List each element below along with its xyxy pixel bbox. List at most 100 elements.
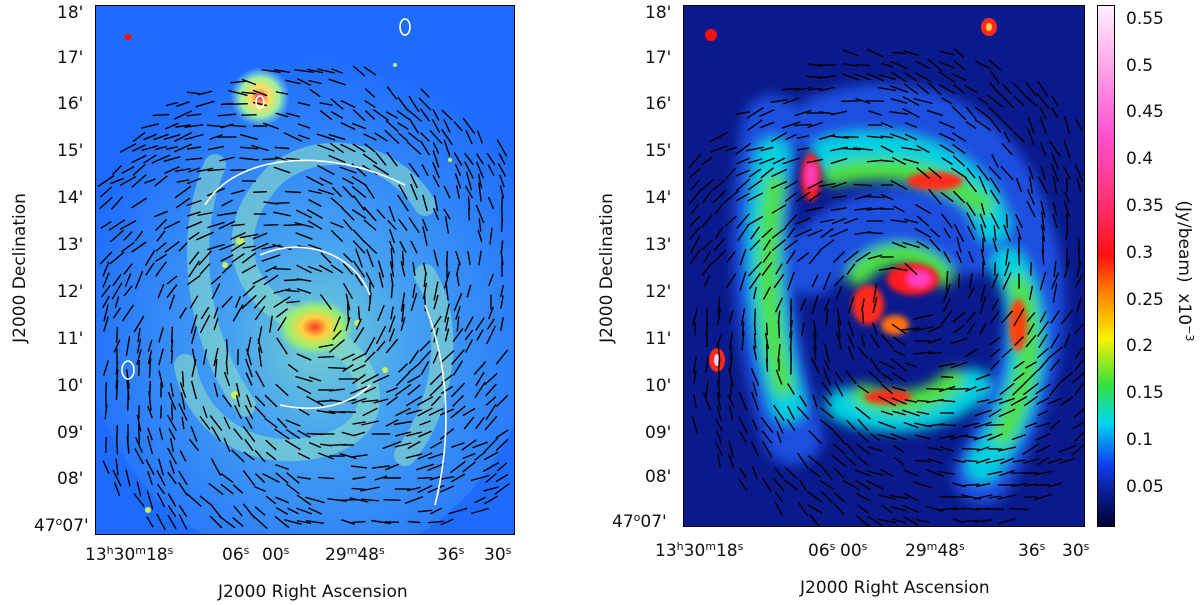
polarization-vector: [374, 132, 388, 142]
polarization-vector: [988, 59, 1002, 71]
polarization-vector: [273, 211, 291, 217]
polarization-vector: [800, 322, 806, 336]
polarization-vector: [134, 230, 144, 242]
polarization-vector: [689, 215, 701, 227]
polarization-vector: [796, 135, 810, 139]
polarization-vector: [847, 333, 855, 349]
polarization-vector: [163, 156, 181, 162]
polarization-vector: [452, 327, 464, 343]
polarization-vector: [1035, 422, 1051, 428]
polarization-vector: [974, 519, 992, 523]
polarization-vector: [500, 317, 504, 331]
polarization-vector: [892, 349, 906, 357]
polarization-vector: [842, 73, 860, 81]
polarization-vector: [176, 179, 190, 183]
polarization-vector: [991, 154, 999, 168]
polarization-vector: [714, 226, 724, 240]
polarization-vector: [1039, 271, 1047, 291]
polarization-vector: [158, 327, 164, 343]
polarization-vector: [929, 228, 941, 238]
polarization-vector: [185, 221, 203, 229]
polarization-vector: [953, 324, 965, 334]
polarization-vector: [328, 78, 346, 86]
polarization-vector: [980, 284, 986, 302]
polarization-vector: [210, 458, 222, 476]
polarization-vector: [423, 272, 427, 288]
polarization-vector: [985, 423, 1005, 427]
polarization-vector: [1074, 382, 1084, 396]
polarization-vector: [928, 188, 942, 206]
polarization-vector: [170, 383, 174, 397]
polarization-vector: [186, 177, 202, 185]
polarization-vector: [398, 363, 408, 373]
polarization-vector: [407, 374, 421, 384]
polarization-vector: [390, 306, 394, 320]
polarization-vector: [496, 462, 508, 472]
polarization-vector: [988, 408, 1002, 418]
polarization-vector: [417, 509, 433, 513]
polarization-vector: [974, 421, 992, 429]
polarization-vector: [829, 135, 849, 139]
polarization-vector: [877, 86, 897, 92]
polarization-vector: [729, 332, 733, 350]
polarization-vector: [342, 219, 354, 231]
polarization-vector: [152, 113, 170, 117]
polarization-vector: [711, 249, 727, 265]
polarization-vector: [235, 394, 241, 408]
polarization-vector: [361, 498, 379, 502]
polarization-vector: [219, 156, 235, 162]
polarization-vector: [285, 439, 301, 451]
polarization-vector: [328, 366, 346, 370]
polarization-vector: [175, 197, 191, 209]
polarization-vector: [208, 482, 224, 496]
polarization-vector: [773, 478, 785, 492]
polarization-vector: [745, 146, 765, 152]
polarization-vector: [691, 416, 699, 434]
polarization-vector: [207, 221, 225, 229]
polarization-vector: [717, 358, 721, 372]
polarization-vector: [987, 397, 1003, 405]
polarization-vector: [147, 339, 153, 353]
polarization-vector: [108, 219, 126, 231]
polarization-vector: [252, 514, 268, 530]
polarization-vector: [690, 203, 700, 215]
polarization-vector: [305, 496, 325, 504]
polarization-vector: [423, 292, 427, 312]
polarization-vector: [988, 495, 1002, 499]
dec-tick: 13': [57, 235, 84, 255]
polarization-vector: [772, 157, 786, 165]
polarization-vector: [940, 375, 954, 379]
polarization-vector: [985, 458, 1005, 464]
polarization-vector: [165, 122, 179, 130]
polarization-vector: [865, 195, 885, 199]
polarization-vector: [487, 196, 495, 210]
polarization-vector: [798, 395, 808, 407]
polarization-vector: [689, 167, 701, 179]
polarization-vector: [464, 329, 474, 341]
ra-tick: 00s: [840, 540, 868, 561]
polarization-vector: [140, 123, 160, 129]
polarization-vector: [709, 131, 729, 143]
polarization-vector: [241, 78, 257, 86]
polarization-vector: [131, 144, 147, 152]
polarization-vector: [441, 109, 453, 121]
polarization-vector: [811, 295, 819, 315]
polarization-vector: [1025, 81, 1037, 97]
polarization-vector: [357, 306, 361, 320]
polarization-vector: [771, 238, 787, 252]
polarization-vector: [990, 212, 1000, 230]
polarization-vector: [964, 348, 978, 358]
polarization-vector: [831, 454, 847, 468]
polarization-vector: [307, 220, 323, 230]
polarization-vector: [115, 327, 119, 343]
polarization-vector: [856, 504, 870, 514]
polarization-vector: [786, 418, 796, 432]
polarization-vector: [717, 296, 721, 314]
polarization-vector: [878, 421, 896, 429]
polarization-vector: [433, 327, 439, 343]
polarization-vector: [1037, 409, 1049, 417]
polarization-vector: [111, 164, 123, 176]
polarization-vector: [938, 399, 956, 403]
polarization-vector: [377, 304, 385, 322]
polarization-vector: [418, 97, 432, 111]
